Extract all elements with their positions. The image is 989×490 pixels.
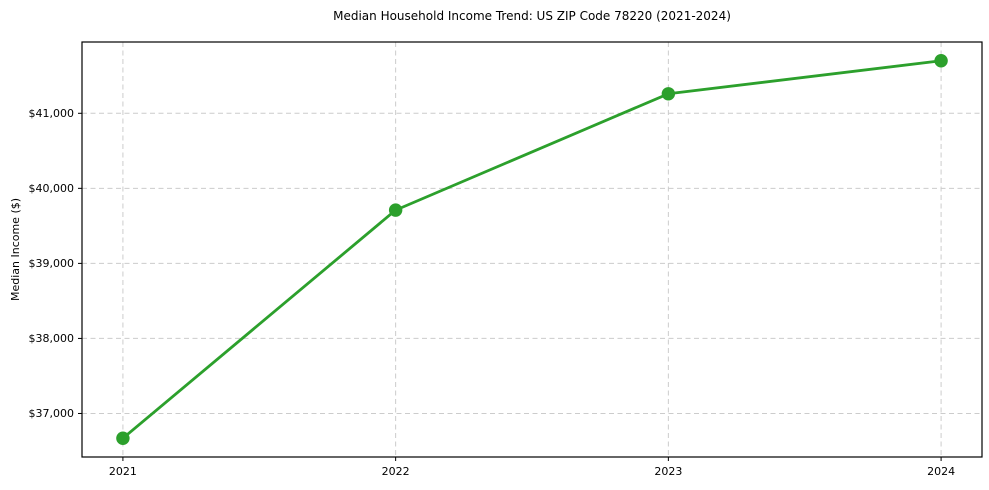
- x-tick-label: 2024: [927, 465, 955, 478]
- x-tick-label: 2023: [654, 465, 682, 478]
- trend-line: [121, 59, 943, 440]
- y-tick-label: $38,000: [29, 332, 75, 345]
- plot-border: [81, 41, 983, 458]
- chart-title: Median Household Income Trend: US ZIP Co…: [333, 9, 731, 23]
- data-point: [388, 203, 403, 217]
- y-tick-label: $37,000: [29, 407, 75, 420]
- y-tick-label: $39,000: [29, 257, 75, 270]
- data-point: [934, 54, 948, 68]
- x-tick-label: 2021: [109, 465, 137, 478]
- data-point: [116, 431, 130, 445]
- y-tick-label: $41,000: [29, 107, 75, 120]
- data-point: [661, 87, 676, 101]
- x-tick-label: 2022: [382, 465, 410, 478]
- y-tick-label: $40,000: [29, 182, 75, 195]
